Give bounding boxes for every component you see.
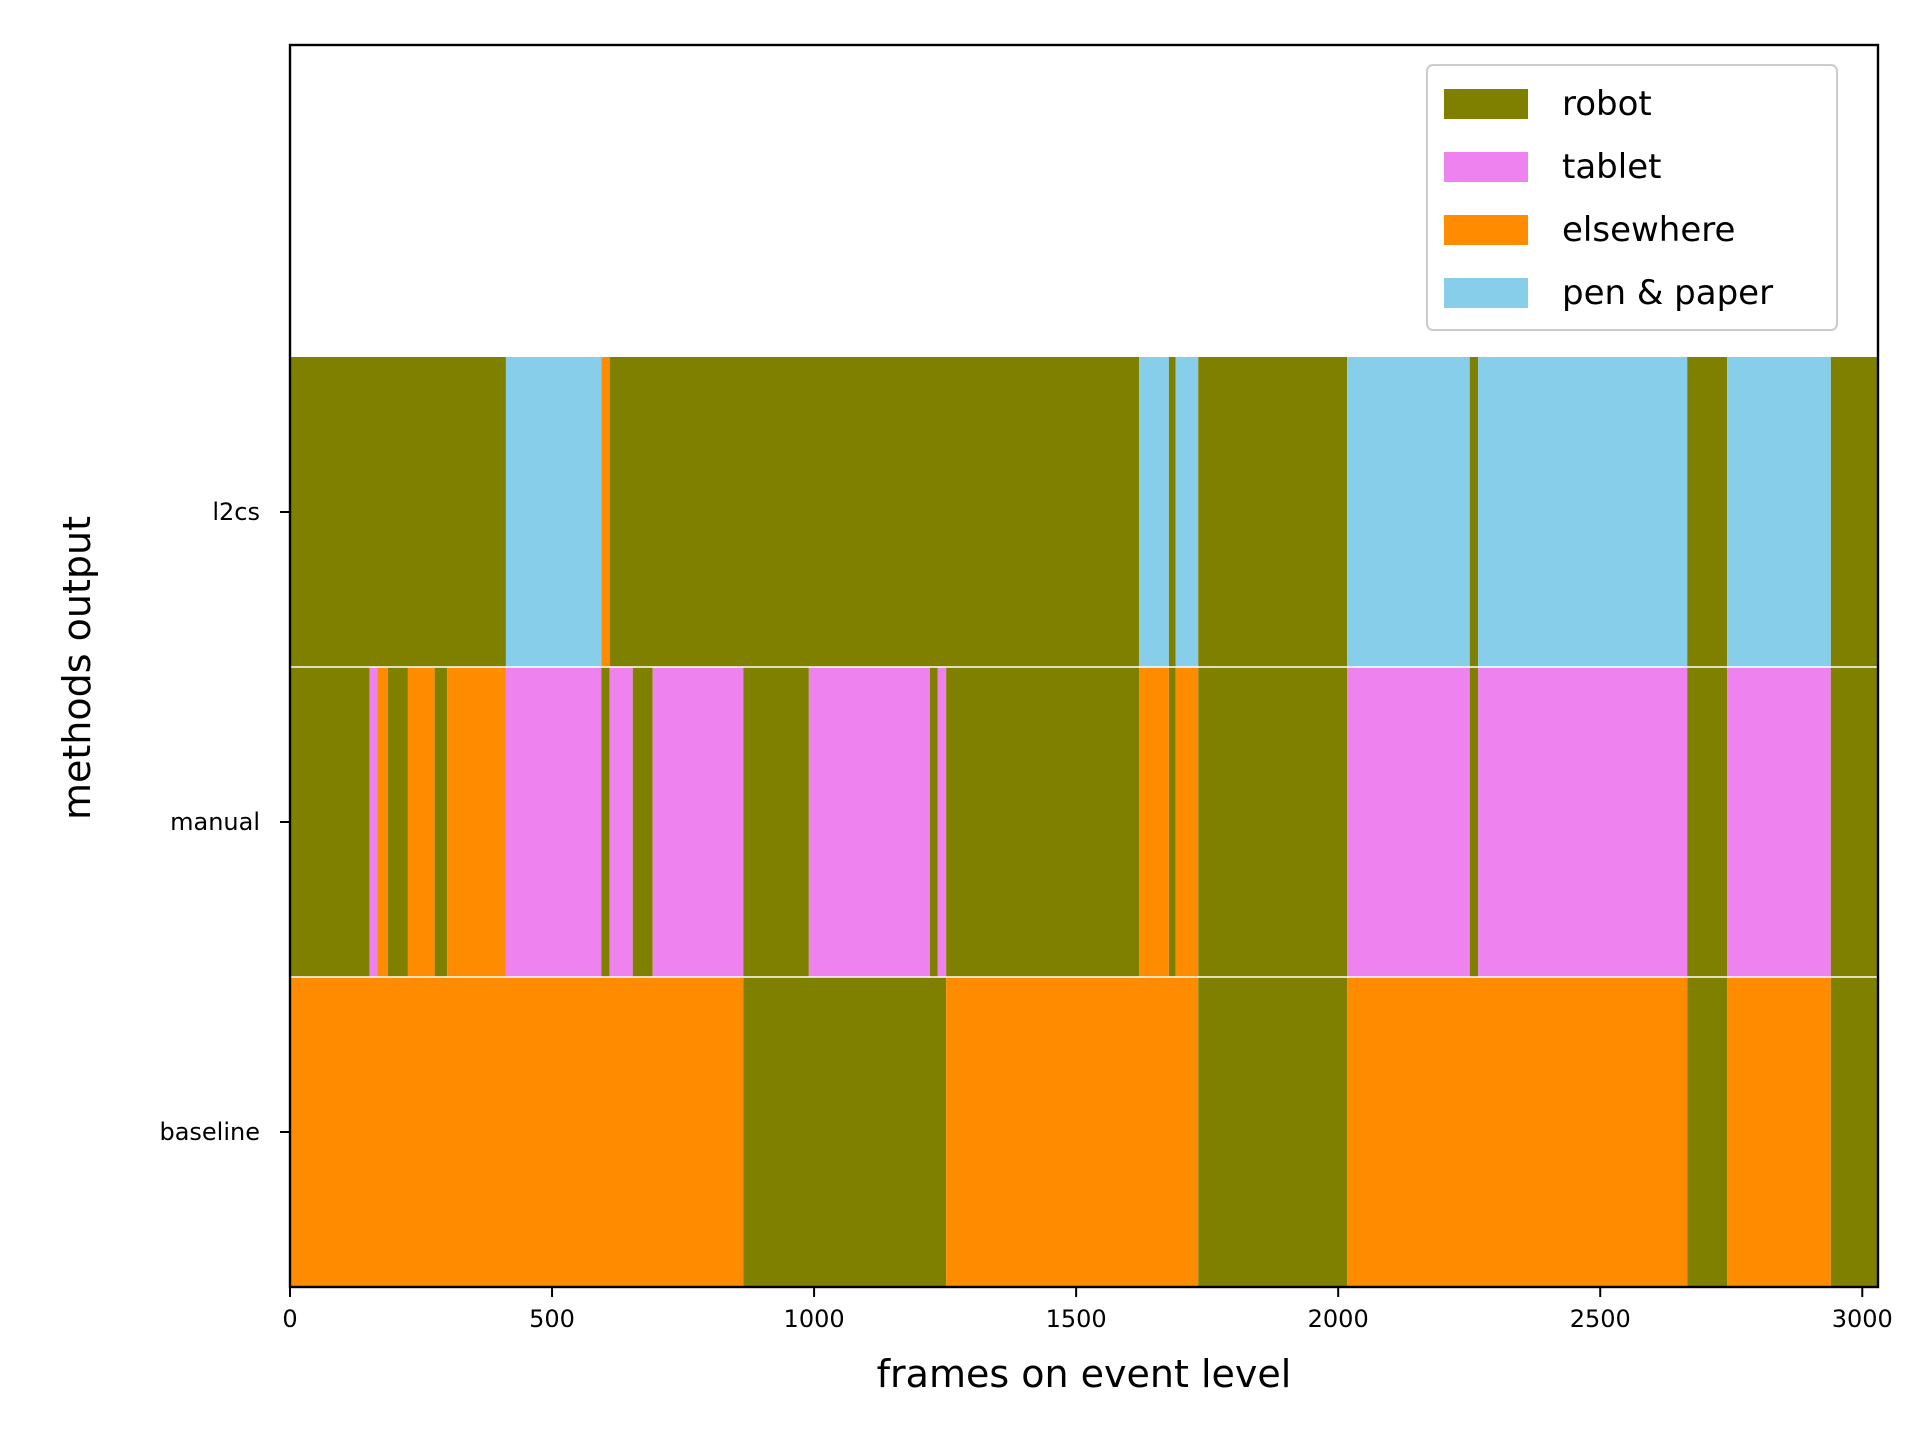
segment-manual-robot bbox=[434, 667, 448, 977]
segment-manual-elsewhere bbox=[377, 667, 389, 977]
segment-l2cs-robot bbox=[1687, 357, 1728, 667]
segment-baseline-elsewhere bbox=[290, 977, 744, 1287]
segment-manual-robot bbox=[1469, 667, 1479, 977]
legend: robot tablet elsewhere pen & paper bbox=[1426, 64, 1838, 331]
segment-l2cs-pen bbox=[1139, 357, 1169, 667]
segment-manual-robot bbox=[632, 667, 653, 977]
segment-manual-robot bbox=[946, 667, 1140, 977]
y-tick-label-l2cs: l2cs bbox=[212, 498, 260, 526]
segment-l2cs-pen bbox=[1175, 357, 1199, 667]
segment-manual-tablet bbox=[369, 667, 378, 977]
legend-swatch-elsewhere bbox=[1444, 215, 1528, 245]
legend-swatch-robot bbox=[1444, 89, 1528, 119]
x-axis-title: frames on event level bbox=[877, 1352, 1292, 1396]
x-tick-label: 500 bbox=[529, 1305, 575, 1333]
segment-manual-tablet bbox=[1478, 667, 1688, 977]
y-axis-title: methods output bbox=[55, 516, 99, 820]
segment-manual-tablet bbox=[652, 667, 744, 977]
segment-baseline-robot bbox=[1687, 977, 1728, 1287]
segment-l2cs-robot bbox=[609, 357, 1140, 667]
y-axis: baseline manual l2cs bbox=[159, 498, 290, 1146]
segment-manual-robot bbox=[388, 667, 408, 977]
segment-baseline-robot bbox=[1830, 977, 1878, 1287]
y-tick-label-manual: manual bbox=[170, 808, 260, 836]
segment-manual-tablet bbox=[505, 667, 602, 977]
y-tick-label-baseline: baseline bbox=[159, 1118, 260, 1146]
segment-manual-robot bbox=[601, 667, 610, 977]
segment-manual-tablet bbox=[808, 667, 930, 977]
plot-frame bbox=[288, 43, 1880, 1289]
segment-l2cs-robot bbox=[1198, 357, 1348, 667]
segment-l2cs-robot bbox=[290, 357, 506, 667]
segment-manual-elsewhere bbox=[447, 667, 506, 977]
segment-l2cs-robot bbox=[1830, 357, 1878, 667]
x-tick-label: 2000 bbox=[1308, 1305, 1369, 1333]
segment-manual-tablet bbox=[937, 667, 947, 977]
segment-baseline-robot bbox=[743, 977, 947, 1287]
segment-manual-robot bbox=[1830, 667, 1878, 977]
segment-manual-tablet bbox=[1727, 667, 1831, 977]
segment-manual-tablet bbox=[609, 667, 633, 977]
legend-label-robot: robot bbox=[1562, 84, 1652, 124]
segment-l2cs-pen bbox=[1727, 357, 1831, 667]
segment-manual-robot bbox=[1687, 667, 1728, 977]
segment-l2cs-robot bbox=[1168, 357, 1176, 667]
segment-manual-robot bbox=[1198, 667, 1348, 977]
segment-l2cs-robot bbox=[1469, 357, 1479, 667]
legend-label-elsewhere: elsewhere bbox=[1562, 210, 1735, 250]
segment-manual-elsewhere bbox=[1139, 667, 1169, 977]
segment-manual-robot bbox=[743, 667, 809, 977]
segment-manual-tablet bbox=[1347, 667, 1470, 977]
x-tick-label: 1000 bbox=[784, 1305, 845, 1333]
row-separators bbox=[290, 666, 1878, 978]
x-tick-label: 0 bbox=[282, 1305, 297, 1333]
segment-l2cs-pen bbox=[1478, 357, 1688, 667]
segment-manual-robot bbox=[929, 667, 938, 977]
legend-label-pen: pen & paper bbox=[1562, 273, 1773, 313]
segment-baseline-elsewhere bbox=[1347, 977, 1688, 1287]
segment-manual-elsewhere bbox=[1175, 667, 1199, 977]
x-tick-label: 1500 bbox=[1046, 1305, 1107, 1333]
segments-layer bbox=[290, 357, 1878, 1287]
segment-l2cs-elsewhere bbox=[601, 357, 610, 667]
legend-box bbox=[1426, 64, 1838, 331]
segment-manual-robot bbox=[1168, 667, 1176, 977]
x-tick-label: 2500 bbox=[1570, 1305, 1631, 1333]
segment-manual-elsewhere bbox=[407, 667, 435, 977]
segment-l2cs-pen bbox=[1347, 357, 1470, 667]
segment-manual-robot bbox=[290, 667, 370, 977]
segment-l2cs-pen bbox=[505, 357, 602, 667]
legend-swatch-pen bbox=[1444, 278, 1528, 308]
segment-baseline-elsewhere bbox=[946, 977, 1199, 1287]
x-tick-label: 3000 bbox=[1832, 1305, 1893, 1333]
segment-baseline-elsewhere bbox=[1727, 977, 1831, 1287]
legend-swatch-tablet bbox=[1444, 152, 1528, 182]
legend-label-tablet: tablet bbox=[1562, 147, 1661, 187]
x-axis: 0 500 1000 1500 2000 2500 3000 bbox=[282, 1287, 1893, 1333]
segment-baseline-robot bbox=[1198, 977, 1348, 1287]
